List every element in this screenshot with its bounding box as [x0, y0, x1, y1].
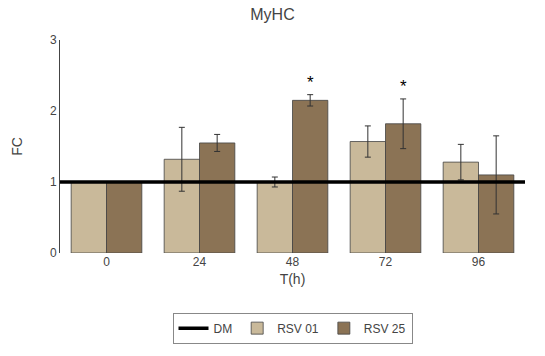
svg-text:FC: FC — [9, 137, 25, 156]
svg-text:72: 72 — [379, 255, 393, 269]
svg-text:*: * — [307, 73, 314, 92]
svg-text:MyHC: MyHC — [250, 6, 294, 23]
svg-text:3: 3 — [50, 33, 57, 47]
svg-text:0: 0 — [103, 255, 110, 269]
svg-text:RSV 25: RSV 25 — [364, 322, 406, 336]
svg-text:DM: DM — [214, 322, 233, 336]
svg-text:96: 96 — [472, 255, 486, 269]
svg-text:48: 48 — [286, 255, 300, 269]
svg-text:1: 1 — [50, 175, 57, 189]
svg-text:24: 24 — [193, 255, 207, 269]
svg-text:2: 2 — [50, 104, 57, 118]
svg-text:*: * — [400, 77, 407, 96]
svg-text:0: 0 — [50, 246, 57, 260]
svg-text:RSV 01: RSV 01 — [277, 322, 319, 336]
svg-text:T(h): T(h) — [280, 271, 306, 287]
